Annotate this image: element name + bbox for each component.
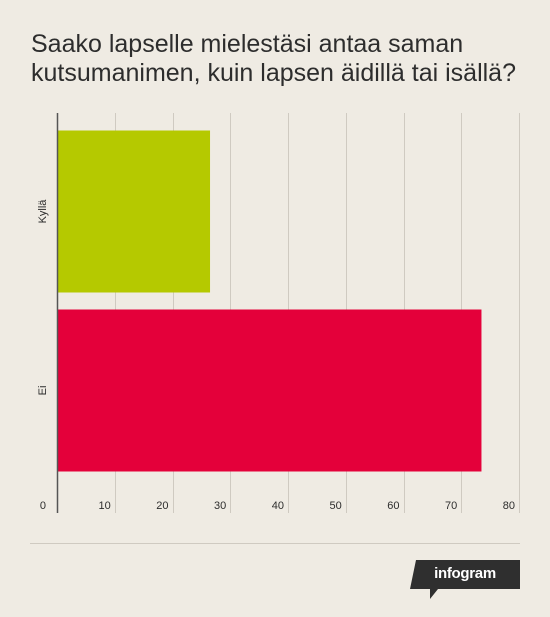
infogram-logo-text: infogram [434, 565, 496, 582]
x-tick-label-80: 80 [503, 500, 515, 512]
bar-ei [57, 309, 482, 472]
category-label-ei: Ei [37, 386, 49, 396]
x-tick-label-40: 40 [272, 500, 284, 512]
x-tick-label-0: 0 [40, 500, 46, 512]
chart-title-line-1: Saako lapselle mielestäsi antaa saman [31, 30, 464, 58]
footer-divider [30, 543, 520, 544]
category-label-kyllä: Kyllä [37, 199, 49, 224]
x-tick-label-30: 30 [214, 500, 226, 512]
x-tick-label-20: 20 [156, 500, 168, 512]
bar-chart: Kyllä Ei 0 10 20 30 40 50 60 70 80 [37, 113, 520, 513]
x-tick-label-60: 60 [387, 500, 399, 512]
infogram-logo-badge-icon [410, 560, 520, 599]
chart-title: Saako lapselle mielestäsi antaa saman ku… [31, 30, 531, 88]
bar-kyllä [57, 130, 211, 293]
infogram-logo[interactable]: infogram [410, 560, 520, 600]
x-tick-label-50: 50 [330, 500, 342, 512]
x-tick-label-10: 10 [99, 500, 111, 512]
x-tick-label-70: 70 [445, 500, 457, 512]
chart-title-line-2: kutsumanimen, kuin lapsen äidillä tai is… [31, 59, 516, 87]
